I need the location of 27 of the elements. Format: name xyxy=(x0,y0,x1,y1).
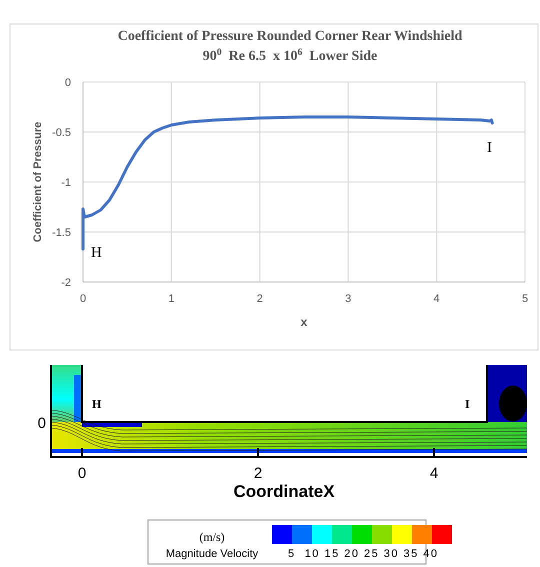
color-bar-title: Magnitude Velocity xyxy=(166,548,259,560)
text: 4 xyxy=(430,465,438,482)
x-tick-label: 4 xyxy=(434,293,440,305)
text: 2 xyxy=(254,465,262,482)
text: H xyxy=(92,397,102,411)
text: 0 xyxy=(78,465,86,482)
text: CoordinateX xyxy=(233,482,336,501)
text: I xyxy=(465,397,470,411)
y-tick-label: -2 xyxy=(61,277,71,289)
annotation: H xyxy=(91,245,102,261)
annotation: I xyxy=(487,140,492,156)
x-tick-label: 1 xyxy=(168,293,174,305)
x-tick-label: 5 xyxy=(522,293,528,305)
y-tick-label: -0.5 xyxy=(52,127,71,139)
x-tick-label: 3 xyxy=(345,293,352,305)
chart-subtitle: 90$^{0}$ Re 6.5 x 10$^{6}$ Lower Side xyxy=(202,46,378,64)
y-axis-title: Coefficient of Pressure xyxy=(32,122,44,242)
text: 5 10 15 20 25 30 35 40 xyxy=(288,548,437,560)
text: (m/s) xyxy=(199,530,225,544)
y-tick-label: -1 xyxy=(61,177,71,189)
text: 0 xyxy=(38,415,46,432)
x-tick-label: 2 xyxy=(256,293,263,305)
y-tick-label: -1.5 xyxy=(52,227,71,239)
y-tick-label: 0 xyxy=(64,77,71,89)
x-axis-title: x xyxy=(300,315,308,329)
chart-title: Coefficient of Pressure Rounded Corner Rear Windshield xyxy=(118,29,462,44)
x-tick-label: 0 xyxy=(80,293,86,305)
